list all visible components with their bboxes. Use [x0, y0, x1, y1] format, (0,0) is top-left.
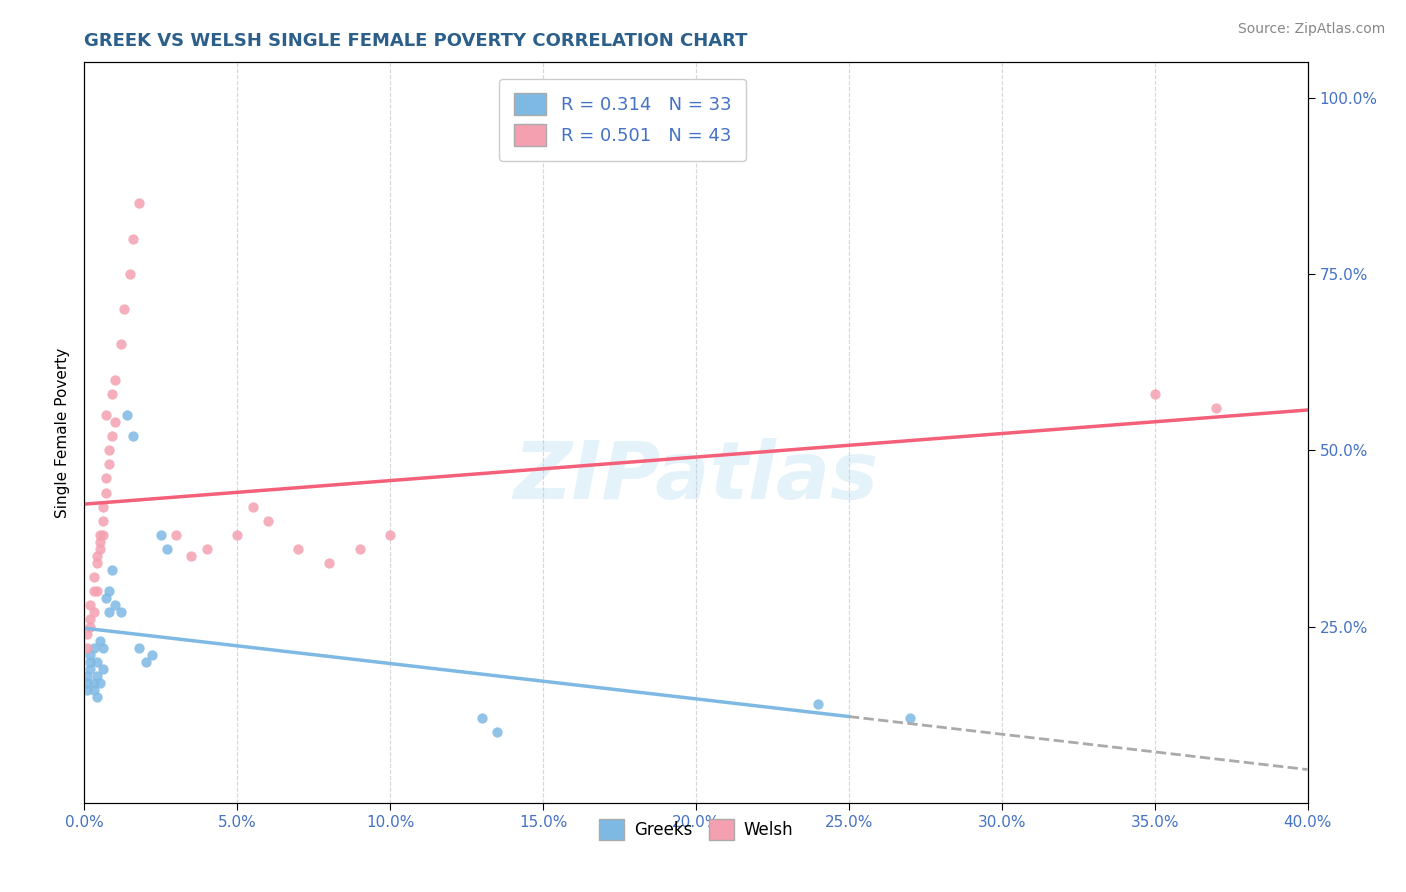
- Point: [101, 429, 124, 443]
- Point: [94, 485, 117, 500]
- Point: [128, 640, 150, 655]
- Point: [94, 408, 117, 422]
- Point: [83, 640, 105, 655]
- Point: [1205, 401, 1227, 415]
- Point: [135, 655, 157, 669]
- Point: [128, 196, 150, 211]
- Point: [122, 429, 145, 443]
- Point: [97, 443, 120, 458]
- Point: [86, 549, 108, 563]
- Point: [349, 541, 371, 556]
- Point: [79, 648, 101, 662]
- Text: ZIPatlas: ZIPatlas: [513, 438, 879, 516]
- Point: [101, 387, 124, 401]
- Point: [149, 528, 172, 542]
- Point: [76, 626, 98, 640]
- Point: [79, 599, 101, 613]
- Point: [89, 528, 111, 542]
- Point: [165, 528, 187, 542]
- Text: Source: ZipAtlas.com: Source: ZipAtlas.com: [1237, 22, 1385, 37]
- Point: [76, 676, 98, 690]
- Point: [195, 541, 218, 556]
- Text: GREEK VS WELSH SINGLE FEMALE POVERTY CORRELATION CHART: GREEK VS WELSH SINGLE FEMALE POVERTY COR…: [84, 32, 748, 50]
- Point: [110, 337, 132, 351]
- Point: [89, 541, 111, 556]
- Point: [83, 584, 105, 599]
- Point: [156, 541, 179, 556]
- Point: [101, 563, 124, 577]
- Point: [226, 528, 249, 542]
- Point: [83, 683, 105, 698]
- Point: [94, 471, 117, 485]
- Point: [86, 669, 108, 683]
- Point: [83, 676, 105, 690]
- Point: [242, 500, 264, 514]
- Point: [91, 500, 114, 514]
- Point: [97, 458, 120, 472]
- Point: [91, 640, 114, 655]
- Point: [76, 669, 98, 683]
- Point: [91, 662, 114, 676]
- Point: [122, 232, 145, 246]
- Point: [1143, 387, 1166, 401]
- Point: [180, 549, 202, 563]
- Point: [83, 570, 105, 584]
- Y-axis label: Single Female Poverty: Single Female Poverty: [55, 348, 70, 517]
- Point: [257, 514, 280, 528]
- Point: [91, 514, 114, 528]
- Point: [97, 584, 120, 599]
- Point: [79, 612, 101, 626]
- Point: [89, 633, 111, 648]
- Point: [104, 415, 127, 429]
- Point: [380, 528, 402, 542]
- Point: [76, 640, 98, 655]
- Point: [86, 690, 108, 704]
- Point: [79, 655, 101, 669]
- Point: [79, 619, 101, 633]
- Point: [79, 662, 101, 676]
- Point: [318, 556, 340, 570]
- Point: [807, 697, 830, 711]
- Point: [83, 606, 105, 620]
- Legend: Greeks, Welsh: Greeks, Welsh: [592, 813, 800, 847]
- Point: [94, 591, 117, 606]
- Point: [471, 711, 494, 725]
- Point: [120, 267, 142, 281]
- Point: [115, 408, 138, 422]
- Point: [86, 655, 108, 669]
- Point: [110, 606, 132, 620]
- Point: [104, 599, 127, 613]
- Point: [141, 648, 163, 662]
- Point: [89, 535, 111, 549]
- Point: [86, 556, 108, 570]
- Point: [97, 606, 120, 620]
- Point: [112, 302, 135, 317]
- Point: [104, 373, 127, 387]
- Point: [898, 711, 921, 725]
- Point: [287, 541, 309, 556]
- Point: [89, 676, 111, 690]
- Point: [76, 683, 98, 698]
- Point: [86, 584, 108, 599]
- Point: [91, 528, 114, 542]
- Point: [486, 725, 509, 739]
